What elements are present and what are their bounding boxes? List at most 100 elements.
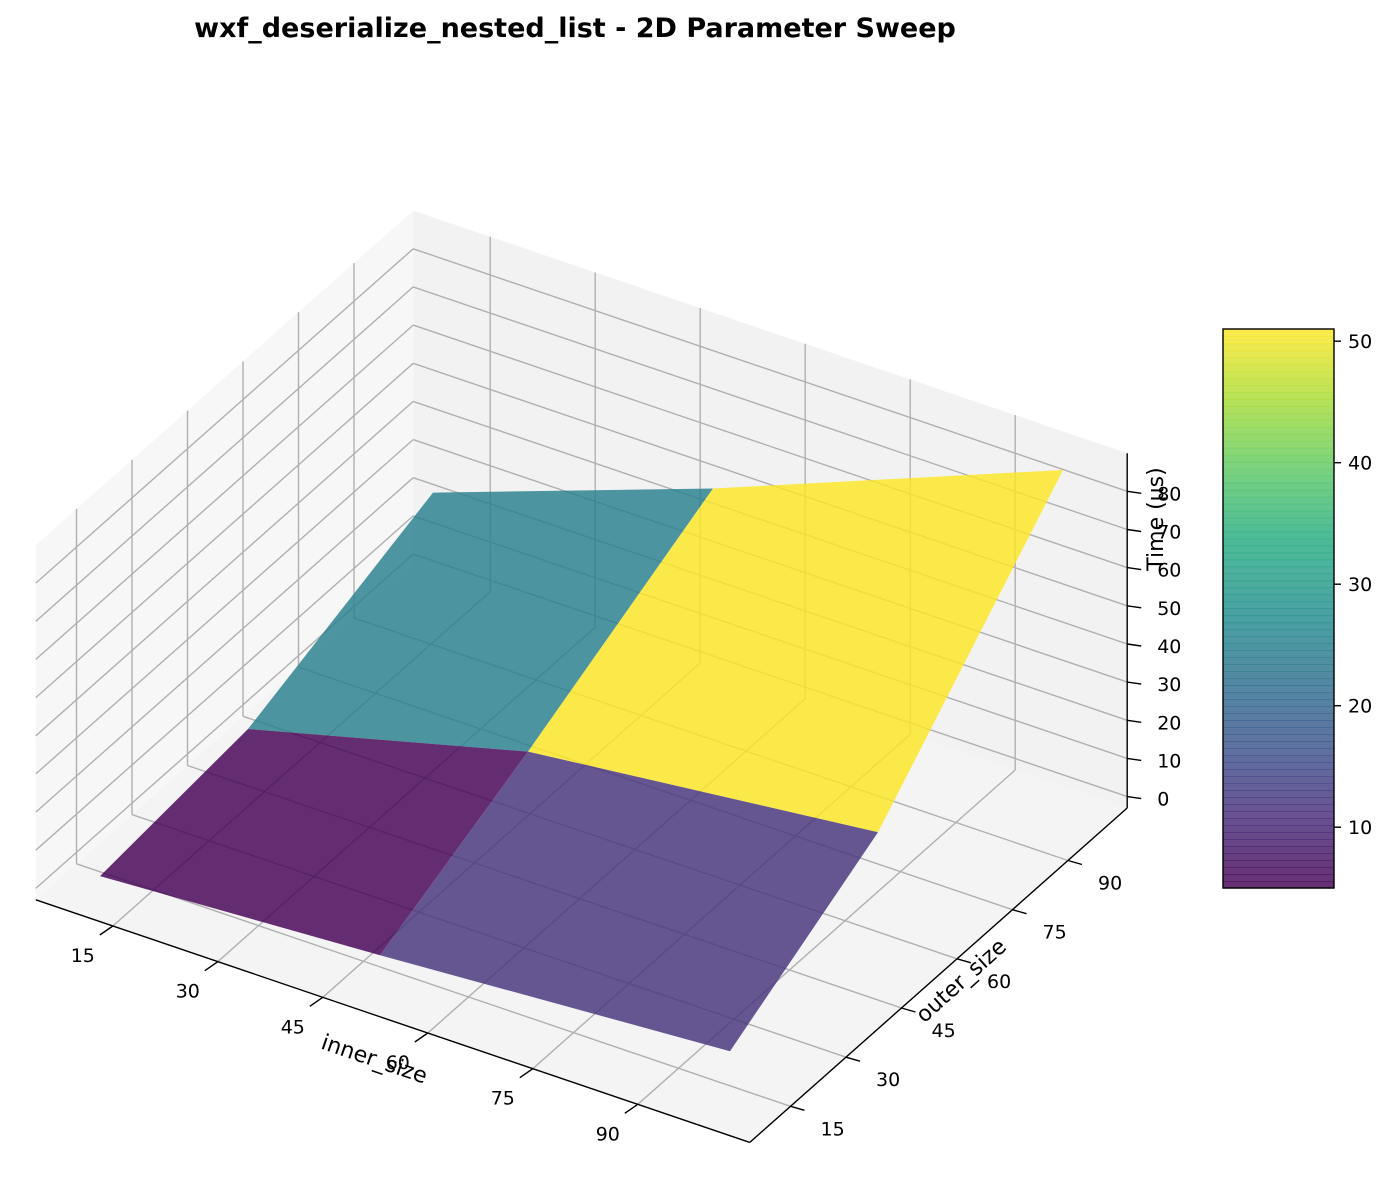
colorbar-segment bbox=[1223, 762, 1334, 770]
z-tick-label: 40 bbox=[1157, 636, 1181, 658]
colorbar-segment bbox=[1223, 860, 1334, 868]
colorbar-segment bbox=[1223, 741, 1334, 749]
x-tick-label: 90 bbox=[596, 1123, 620, 1145]
colorbar-segment bbox=[1223, 538, 1334, 547]
z-tick-mark bbox=[1127, 490, 1142, 494]
colorbar-segment bbox=[1223, 776, 1334, 784]
colorbar-segment bbox=[1223, 573, 1334, 582]
colorbar-segment bbox=[1223, 748, 1334, 756]
z-grid-left bbox=[35, 362, 414, 699]
x-tick-label: 45 bbox=[281, 1016, 305, 1038]
colorbar-segment bbox=[1223, 657, 1334, 665]
colorbar-segment bbox=[1223, 615, 1334, 624]
colorbar-segment bbox=[1223, 797, 1334, 805]
z-grid-back bbox=[412, 248, 1128, 492]
left-pane bbox=[35, 210, 414, 900]
z-tick-mark bbox=[1127, 757, 1142, 762]
x-tick-mark bbox=[309, 996, 324, 1007]
colorbar-segment bbox=[1223, 384, 1334, 393]
colorbar-segment bbox=[1223, 650, 1334, 659]
colorbar-segment bbox=[1223, 342, 1334, 351]
z-tick-mark bbox=[1127, 566, 1142, 571]
x-tick-label: 75 bbox=[491, 1088, 515, 1110]
surface-plot bbox=[100, 470, 1063, 1052]
x-tick-label: 30 bbox=[176, 981, 200, 1003]
y-tick-mark bbox=[1067, 859, 1083, 866]
colorbar-segment bbox=[1223, 363, 1334, 372]
y-tick-label: 30 bbox=[876, 1069, 900, 1091]
colorbar-segment bbox=[1223, 552, 1334, 561]
colorbar-segment bbox=[1223, 636, 1334, 645]
colorbar-segment bbox=[1223, 867, 1334, 875]
z-tick-label: 50 bbox=[1157, 598, 1181, 620]
colorbar-segment bbox=[1223, 783, 1334, 791]
colorbar-segment bbox=[1223, 440, 1334, 449]
colorbar-segment bbox=[1223, 846, 1334, 854]
colorbar-segment bbox=[1223, 454, 1334, 463]
colorbar-segment bbox=[1223, 685, 1334, 693]
colorbar-tick-label: 50 bbox=[1348, 331, 1372, 353]
colorbar-segment bbox=[1223, 825, 1334, 833]
surface-face bbox=[100, 729, 528, 956]
colorbar-segment bbox=[1223, 496, 1334, 505]
colorbar-segment bbox=[1223, 349, 1334, 358]
colorbar-segment bbox=[1223, 678, 1334, 686]
colorbar-segment bbox=[1223, 433, 1334, 442]
z-tick-mark bbox=[1127, 528, 1142, 533]
colorbar-segment bbox=[1223, 692, 1334, 700]
colorbar-segment bbox=[1223, 580, 1334, 589]
colorbar-segment bbox=[1223, 622, 1334, 631]
z-tick-label: 20 bbox=[1157, 712, 1181, 734]
chart-title: wxf_deserialize_nested_list - 2D Paramet… bbox=[194, 13, 956, 44]
y-tick-mark bbox=[901, 1007, 916, 1013]
y-tick-mark bbox=[845, 1056, 861, 1062]
colorbar-segment bbox=[1223, 447, 1334, 456]
colorbar-segment bbox=[1223, 664, 1334, 672]
colorbar-segment bbox=[1223, 475, 1334, 484]
z-tick-label: 0 bbox=[1157, 789, 1169, 811]
colorbar-segment bbox=[1223, 720, 1334, 728]
colorbar-segment bbox=[1223, 853, 1334, 861]
x-tick-mark bbox=[519, 1068, 534, 1079]
colorbar-segment bbox=[1223, 489, 1334, 498]
colorbar-segment bbox=[1223, 804, 1334, 812]
colorbar-tick-label: 30 bbox=[1348, 574, 1372, 596]
z-tick-label: 80 bbox=[1157, 483, 1181, 505]
z-tick-label: 10 bbox=[1157, 750, 1181, 772]
surface-face bbox=[528, 470, 1063, 833]
y-axis-line bbox=[749, 807, 1128, 1143]
colorbar-segment bbox=[1223, 769, 1334, 777]
colorbar-segment bbox=[1223, 503, 1334, 512]
colorbar-segment bbox=[1223, 405, 1334, 414]
z-tick-mark bbox=[1127, 795, 1142, 800]
colorbar-segment bbox=[1223, 412, 1334, 421]
x-tick-mark bbox=[624, 1103, 639, 1114]
colorbar-segment bbox=[1223, 734, 1334, 742]
x-tick-mark bbox=[99, 925, 114, 936]
colorbar-segment bbox=[1223, 881, 1334, 889]
colorbar-segment bbox=[1223, 329, 1334, 337]
colorbar-segment bbox=[1223, 370, 1334, 379]
z-grid-left bbox=[35, 248, 414, 584]
colorbar-segment bbox=[1223, 566, 1334, 575]
colorbar-tick-label: 10 bbox=[1348, 817, 1372, 839]
colorbar-segment bbox=[1223, 594, 1334, 603]
x-tick-label: 15 bbox=[71, 945, 95, 967]
y-tick-mark bbox=[956, 958, 972, 964]
surface-face bbox=[380, 751, 878, 1052]
colorbar-segment bbox=[1223, 517, 1334, 526]
x-axis-label: inner_size bbox=[318, 1030, 430, 1089]
z-tick-label: 60 bbox=[1157, 560, 1181, 582]
colorbar-segment bbox=[1223, 699, 1334, 707]
colorbar-segment bbox=[1223, 643, 1334, 652]
colorbar-segment bbox=[1223, 818, 1334, 826]
colorbar-segment bbox=[1223, 482, 1334, 491]
colorbar-segment bbox=[1223, 790, 1334, 798]
colorbar-segment bbox=[1223, 545, 1334, 554]
colorbar-segment bbox=[1223, 608, 1334, 617]
colorbar-segment bbox=[1223, 419, 1334, 428]
colorbar-segment bbox=[1223, 811, 1334, 819]
y-tick-mark bbox=[790, 1105, 805, 1111]
z-tick-label: 70 bbox=[1157, 522, 1181, 544]
